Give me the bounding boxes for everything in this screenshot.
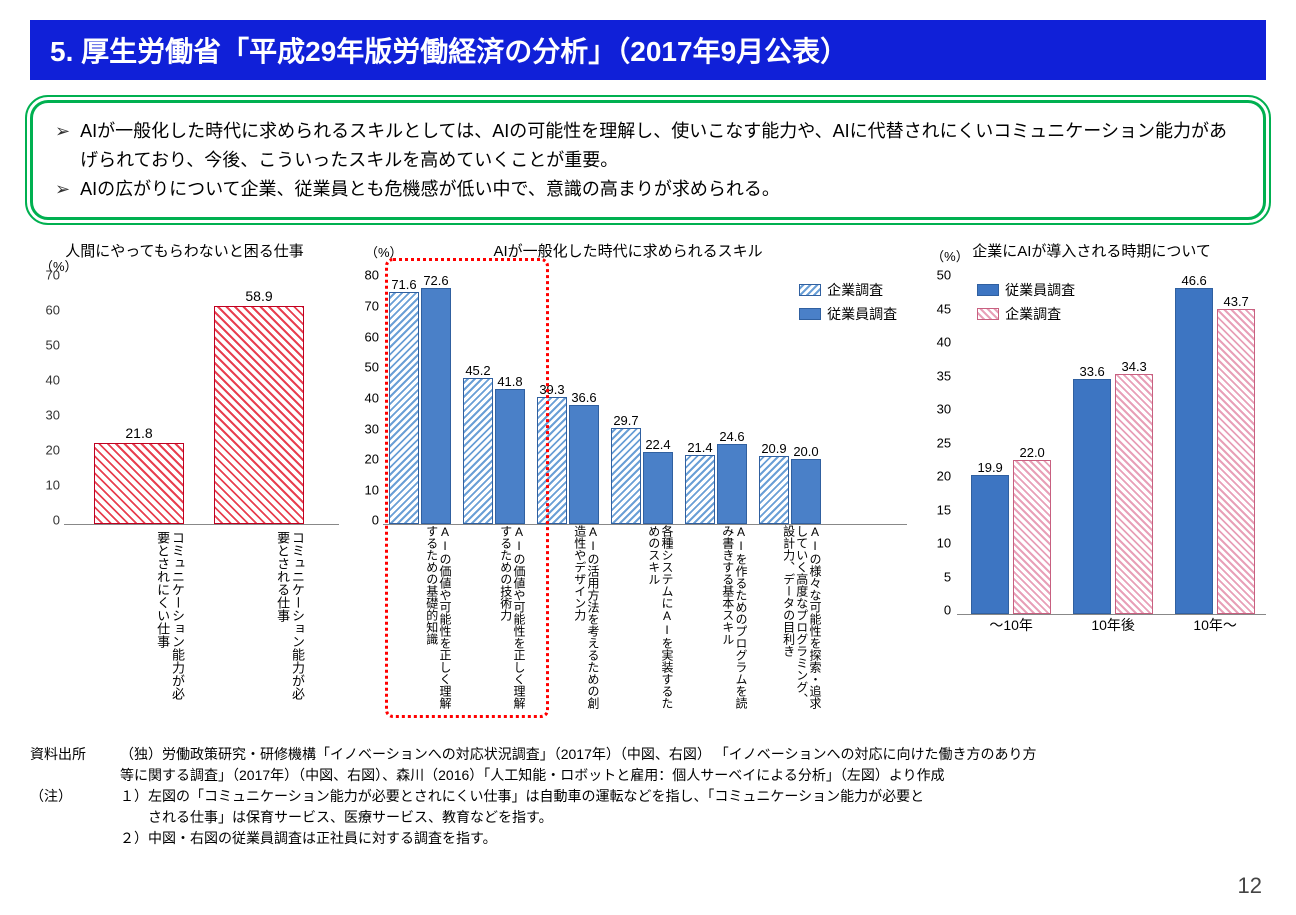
chart2-category-label: AIの様々な可能性を探索・追求していく高度なプログラミング、設計力、データの目利… [759,525,821,715]
chart3-title: 企業にAIが導入される時期について [917,240,1266,261]
bullet-icon: ➢ [55,117,70,175]
chart2-legend: 企業調査従業員調査 [799,280,897,328]
chart2-bar-group: 20.920.0 [759,456,821,524]
chart1-category-label: コミュニケーション能力が必要とされにくい仕事 [94,531,184,706]
chart2-category-label: 各種システムにAIを実装するためのスキル [611,525,673,715]
summary-box: ➢ AIが一般化した時代に求められるスキルとしては、AIの可能性を理解し、使いこ… [30,100,1266,220]
chart1-category-label: コミュニケーション能力が必要とされる仕事 [214,531,304,706]
summary-bullet: ➢ AIが一般化した時代に求められるスキルとしては、AIの可能性を理解し、使いこ… [55,117,1241,175]
source-text: （独）労働政策研究・研修機構「イノベーションへの対応状況調査」（2017年）（中… [120,744,1036,765]
chart2-yaxis: 01020304050607080 [349,260,379,520]
chart3-legend: 従業員調査企業調査 [977,280,1075,328]
chart2-bar-group: 71.672.6 [389,288,451,524]
chart2-category-label: AIの活用方法を考えるための創造性やデザイン力 [537,525,599,715]
chart3-category-label: 10年後 [1073,615,1153,635]
legend-item: 企業調査 [977,304,1075,324]
chart2-categories: AIの価値や可能性を正しく理解するための基礎的知識AIの価値や可能性を正しく理解… [389,525,907,715]
chart1-bar: 21.8 [94,425,184,524]
chart2-title: AIが一般化した時代に求められるスキル [349,240,907,261]
chart3-category-label: 10年～ [1175,615,1255,635]
chart3-bar-group: 46.643.7 [1175,273,1255,614]
bullet-icon: ➢ [55,175,70,204]
chart1-yaxis: 010203040506070 [30,260,60,520]
chart2-bar-group: 39.336.6 [537,397,599,525]
chart1-plot: 21.8 58.9 [64,265,339,525]
chart2-bar-group: 29.722.4 [611,428,673,525]
chart1-bar: 58.9 [214,288,304,525]
chart2-category-label: AIの価値や可能性を正しく理解するための技術力 [463,525,525,715]
chart3-bar-group: 19.922.0 [971,445,1051,614]
page-number: 12 [1238,873,1262,899]
summary-bullet: ➢ AIの広がりについて企業、従業員とも危機感が低い中で、意識の高まりが求められ… [55,175,1241,204]
legend-item: 企業調査 [799,280,897,300]
charts-row: 人間にやってもらわないと困る仕事 （%） 010203040506070 21.… [30,240,1266,740]
chart2-category-label: AIの価値や可能性を正しく理解するための基礎的知識 [389,525,451,715]
chart-right: 企業にAIが導入される時期について （%） 051015202530354045… [917,240,1266,740]
note-text: １）左図の「コミュニケーション能力が必要とされにくい仕事」は自動車の運転などを指… [120,786,924,807]
chart2-pct-label: （%） [365,242,403,261]
chart3-bar-group: 33.634.3 [1073,359,1153,614]
chart3-category-label: ～10年 [971,615,1051,635]
chart3-yaxis: 05101520253035404550 [917,260,951,610]
source-label: 資料出所 [30,744,120,765]
chart1-categories: コミュニケーション能力が必要とされにくい仕事コミュニケーション能力が必要とされる… [94,525,339,706]
page-title: 5. 厚生労働省「平成29年版労働経済の分析」（2017年9月公表） [30,20,1266,80]
note-text: される仕事」は保育サービス、医療サービス、教育などを指す。 [120,807,553,828]
chart-middle: AIが一般化した時代に求められるスキル （%） 0102030405060708… [349,240,907,740]
summary-text: AIの広がりについて企業、従業員とも危機感が低い中で、意識の高まりが求められる。 [80,175,780,204]
footnotes: 資料出所 （独）労働政策研究・研修機構「イノベーションへの対応状況調査」（201… [30,744,1266,849]
source-text: 等に関する調査」（2017年）（中図、右図）、森川（2016）「人工知能・ロボッ… [120,765,945,786]
summary-text: AIが一般化した時代に求められるスキルとしては、AIの可能性を理解し、使いこなす… [80,117,1241,175]
legend-item: 従業員調査 [977,280,1075,300]
chart2-bar-group: 45.241.8 [463,378,525,525]
note-text: ２）中図・右図の従業員調査は正社員に対する調査を指す。 [120,828,497,849]
legend-item: 従業員調査 [799,304,897,324]
chart2-bar-group: 21.424.6 [685,444,747,524]
note-label: （注） [30,786,120,807]
chart-left: 人間にやってもらわないと困る仕事 （%） 010203040506070 21.… [30,240,339,740]
chart3-categories: ～10年 10年後 10年～ [971,615,1266,635]
chart2-category-label: AIを作るためのプログラムを読み書きする基本スキル [685,525,747,715]
